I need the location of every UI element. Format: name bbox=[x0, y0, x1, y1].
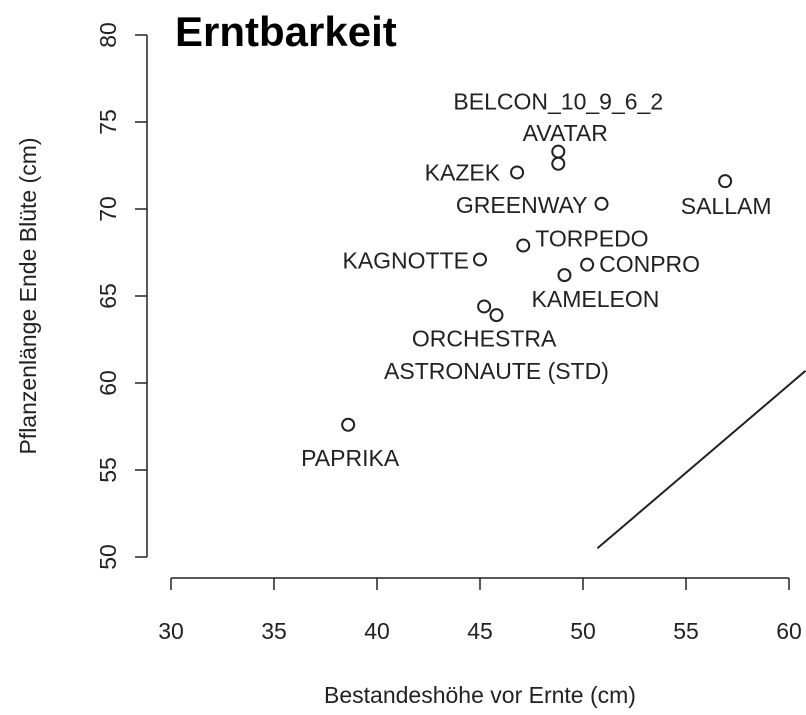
point-label: ORCHESTRA bbox=[412, 326, 557, 352]
y-tick-label: 65 bbox=[95, 283, 121, 309]
point-label: KAZEK bbox=[425, 160, 501, 186]
point-label: KAGNOTTE bbox=[342, 248, 469, 274]
y-tick-label: 75 bbox=[95, 109, 121, 135]
point bbox=[551, 144, 566, 159]
point bbox=[341, 417, 356, 432]
y-axis-label: Pflanzenlänge Ende Blüte (cm) bbox=[15, 137, 41, 454]
y-tick-label: 50 bbox=[95, 544, 121, 570]
point-label: TORPEDO bbox=[535, 226, 648, 252]
x-tick-label: 60 bbox=[776, 618, 802, 644]
x-tick-label: 30 bbox=[158, 618, 184, 644]
point-label: KAMELEON bbox=[532, 286, 660, 312]
point-label: ASTRONAUTE (STD) bbox=[384, 358, 609, 384]
y-tick-label: 60 bbox=[95, 370, 121, 396]
chart-title: Erntbarkeit bbox=[175, 8, 397, 55]
point-label: BELCON_10_9_6_2 bbox=[453, 89, 663, 115]
point bbox=[510, 165, 525, 180]
y-tick-label: 55 bbox=[95, 457, 121, 483]
x-tick-label: 45 bbox=[467, 618, 493, 644]
x-tick-label: 40 bbox=[364, 618, 390, 644]
point bbox=[516, 238, 531, 253]
y-tick-label: 80 bbox=[95, 22, 121, 48]
point bbox=[489, 308, 504, 323]
point bbox=[473, 252, 487, 267]
y-tick-label: 70 bbox=[95, 196, 121, 222]
x-tick-label: 55 bbox=[673, 618, 699, 644]
point bbox=[477, 299, 492, 314]
x-axis-label: Bestandeshöhe vor Ernte (cm) bbox=[324, 682, 636, 708]
point bbox=[718, 174, 733, 189]
point-label: SALLAM bbox=[681, 193, 772, 219]
point-label: GREENWAY bbox=[456, 192, 588, 218]
point bbox=[551, 156, 566, 171]
trend-line bbox=[596, 370, 806, 550]
point bbox=[580, 257, 595, 272]
point bbox=[594, 196, 609, 211]
point-label: CONPRO bbox=[599, 251, 700, 277]
point-label: AVATAR bbox=[523, 120, 608, 146]
x-tick-label: 35 bbox=[261, 618, 287, 644]
point bbox=[557, 268, 572, 283]
x-tick-label: 50 bbox=[570, 618, 596, 644]
point-label: PAPRIKA bbox=[301, 445, 400, 471]
